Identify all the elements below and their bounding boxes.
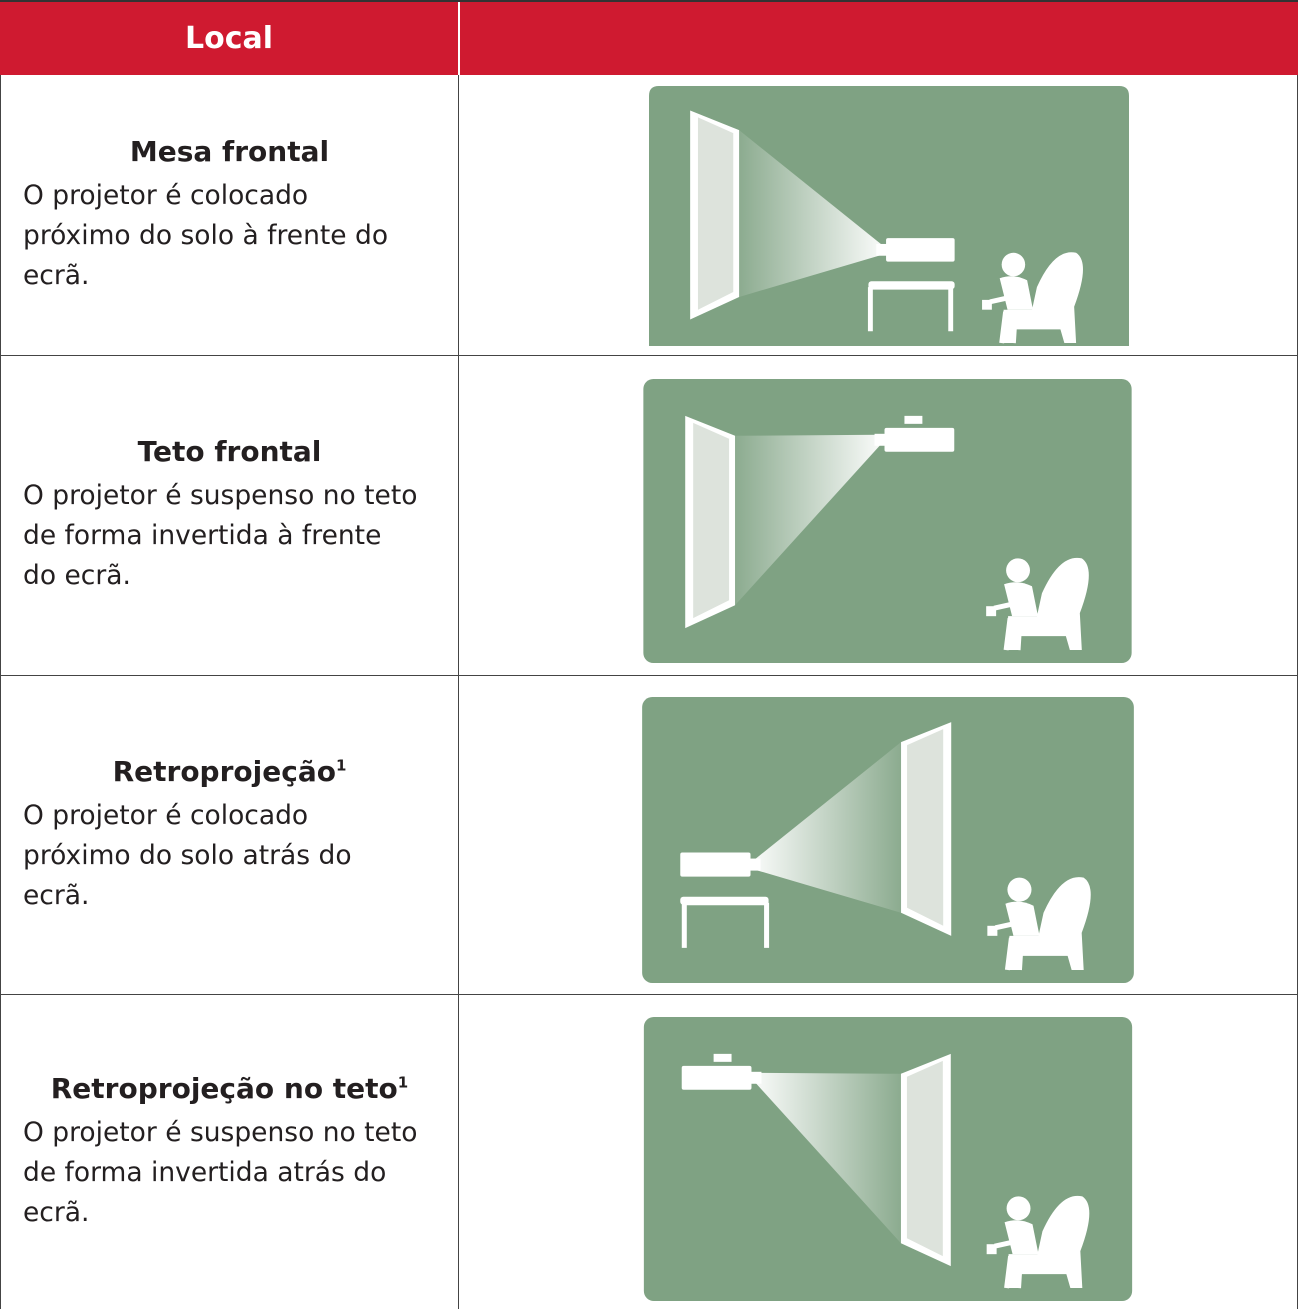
header-title: Local	[184, 21, 274, 56]
desc-line: O projetor é colocado	[23, 179, 309, 211]
title-superscript: 1	[397, 1073, 409, 1092]
title-text: Retroprojeção	[112, 754, 336, 788]
desc-line: O projetor é suspenso no teto	[23, 480, 418, 511]
row-text: Retroprojeção no teto1 O projetor é susp…	[1, 995, 459, 1309]
desc-line: próximo do solo atrás do	[23, 839, 352, 871]
row-text: Mesa frontal O projetor é colocado próxim…	[1, 75, 459, 355]
desc-line: ecrã.	[23, 1196, 90, 1228]
desc-line: do ecrã.	[23, 560, 131, 591]
desc-line: ecrã.	[23, 259, 90, 291]
row-text: Retroprojeção1 O projetor é colocado próx…	[1, 676, 459, 994]
row-description: O projetor é colocado próximo do solo à f…	[23, 176, 458, 296]
title-text: Retroprojeção no teto	[50, 1071, 398, 1105]
title-superscript: 1	[335, 756, 347, 775]
row-title: Retroprojeção no teto1	[1, 1072, 458, 1105]
desc-line: de forma invertida atrás do	[23, 1156, 387, 1188]
illustration	[643, 379, 1132, 663]
desc-line: O projetor é suspenso no teto	[23, 1116, 418, 1148]
row-description: O projetor é suspenso no teto de forma in…	[23, 1113, 458, 1233]
desc-line: ecrã.	[23, 879, 90, 911]
row-text: Teto frontal O projetor é suspenso no te…	[1, 356, 459, 675]
table-header: Local	[0, 0, 1298, 75]
illustration	[643, 1017, 1133, 1301]
illustration	[649, 86, 1129, 346]
title-text: Teto frontal	[137, 435, 322, 468]
illustration	[642, 697, 1134, 983]
table-row: Teto frontal O projetor é suspenso no te…	[0, 356, 1298, 676]
desc-line: O projetor é colocado	[23, 799, 309, 831]
table-row: Retroprojeção no teto1 O projetor é susp…	[0, 995, 1298, 1309]
title-text: Mesa frontal	[129, 134, 330, 168]
row-title: Retroprojeção1	[1, 755, 458, 788]
row-title: Mesa frontal	[1, 135, 458, 168]
table-row: Retroprojeção1 O projetor é colocado próx…	[0, 676, 1298, 995]
desc-line: de forma invertida à frente	[23, 520, 382, 551]
header-divider	[458, 2, 460, 75]
row-description: O projetor é suspenso no teto de forma in…	[23, 476, 458, 596]
desc-line: próximo do solo à frente do	[23, 219, 389, 251]
row-description: O projetor é colocado próximo do solo atr…	[23, 796, 458, 916]
row-title: Teto frontal	[1, 435, 458, 468]
table-row: Mesa frontal O projetor é colocado próxim…	[0, 75, 1298, 356]
